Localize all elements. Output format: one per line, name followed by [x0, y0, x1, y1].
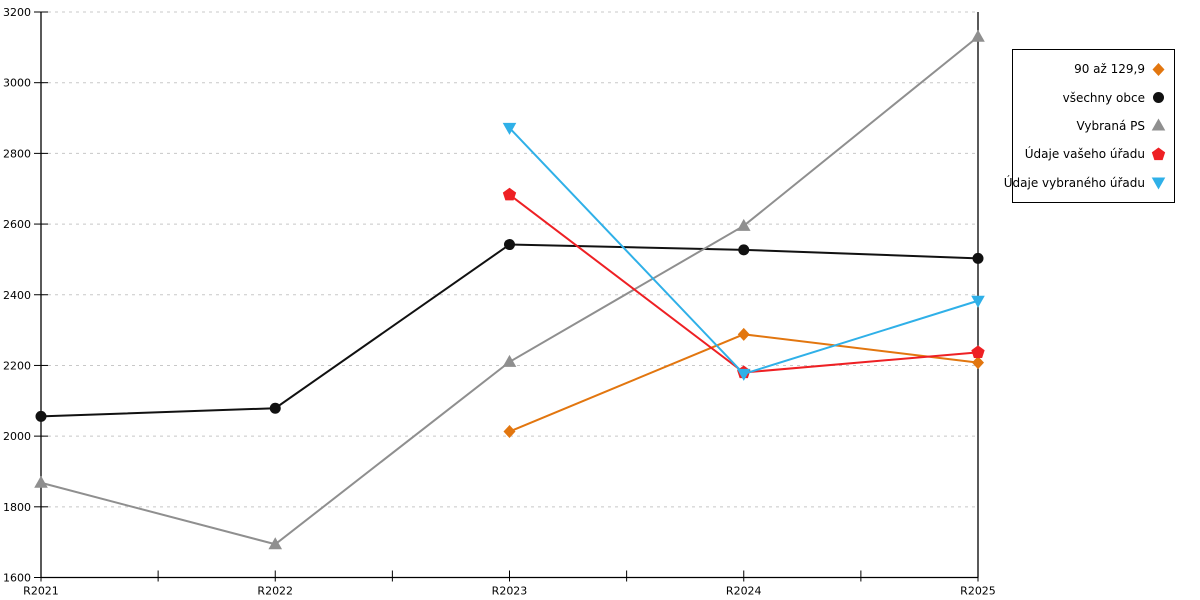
legend-item: Údaje vybraného úřadu	[1004, 174, 1167, 191]
legend-item-label: všechny obce	[1062, 90, 1145, 105]
pentagon-marker-icon	[1151, 147, 1166, 161]
x-tick-label: R2023	[492, 585, 528, 598]
series-2	[35, 239, 984, 422]
legend-item-label: Údaje vybraného úřadu	[1003, 175, 1145, 190]
legend-item: Údaje vašeho úřadu	[1025, 146, 1167, 163]
series-1	[503, 327, 984, 439]
y-tick-label: 1800	[3, 501, 31, 514]
y-tick-label: 2800	[3, 147, 31, 160]
y-tick-label: 2400	[3, 289, 31, 302]
x-tick-label: R2025	[960, 585, 996, 598]
legend: 90 až 129,9 všechny obce Vybraná PS Údaje v…	[1004, 49, 1175, 203]
y-tick-label: 2000	[3, 430, 31, 443]
y-tick-label: 2600	[3, 218, 31, 231]
diamond-marker-icon	[1152, 62, 1165, 76]
y-tick-label: 2200	[3, 359, 31, 372]
series-5	[502, 122, 985, 381]
x-tick-label: R2022	[257, 585, 293, 598]
legend-item-label: Údaje vašeho úřadu	[1024, 147, 1145, 162]
legend-item: Vybraná PS	[1076, 117, 1167, 134]
x-tick-label: R2024	[726, 585, 762, 598]
triangle-down-marker-icon	[1151, 177, 1166, 190]
y-axis-ticks: 1600 1800 2000 2200 2400 2600 2800 3000 3200	[3, 6, 48, 585]
legend-item-label: 90 až 129,9	[1074, 62, 1145, 77]
legend-item-label: Vybraná PS	[1076, 118, 1145, 133]
series-4	[502, 187, 985, 379]
y-tick-label: 3000	[3, 77, 31, 90]
y-tick-label: 1600	[3, 572, 31, 585]
legend-item: všechny obce	[1063, 89, 1167, 106]
legend-item: 90 až 129,9	[1074, 61, 1167, 78]
y-tick-label: 3200	[3, 6, 31, 19]
gridlines	[41, 11, 978, 508]
series-3	[34, 29, 985, 550]
x-tick-label: R2021	[23, 585, 59, 598]
triangle-up-marker-icon	[1151, 118, 1166, 131]
circle-marker-icon	[1153, 92, 1164, 104]
x-axis-ticks: R2021 R2022 R2023 R2024 R2025	[23, 570, 996, 598]
